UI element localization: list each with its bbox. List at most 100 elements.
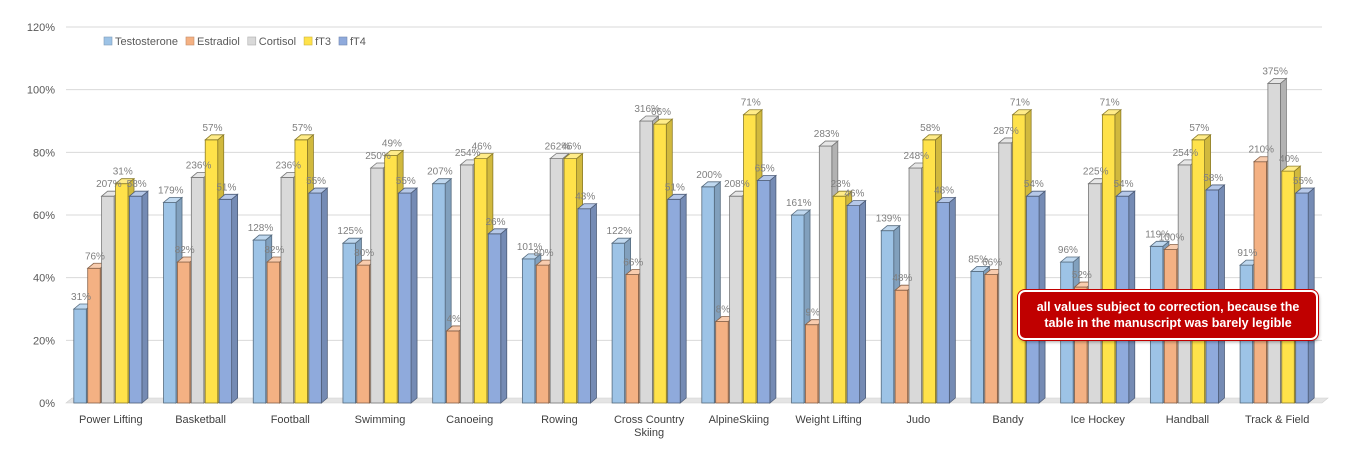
bar-top xyxy=(128,190,150,197)
data-label: 57% xyxy=(1189,123,1209,134)
bar-top xyxy=(162,197,184,203)
legend-swatch xyxy=(103,36,113,46)
bar-front xyxy=(894,289,909,404)
data-label: 139% xyxy=(876,214,902,225)
bar-top xyxy=(218,193,239,200)
data-label: 55% xyxy=(306,176,326,187)
bar-ft4 xyxy=(666,193,688,404)
data-label: 236% xyxy=(186,160,212,171)
bar-front xyxy=(715,321,729,404)
data-label: 43% xyxy=(575,192,595,203)
legend-swatch xyxy=(303,36,313,46)
data-label: 23% xyxy=(830,179,850,190)
data-label: 287% xyxy=(993,126,1019,137)
legend-swatch xyxy=(247,36,257,46)
data-label: 254% xyxy=(455,148,481,159)
bar-front xyxy=(473,158,488,404)
category-label: Power Lifting xyxy=(79,414,143,426)
legend-label: fT4 xyxy=(350,36,366,48)
legend-swatch xyxy=(185,36,195,46)
data-label: 46% xyxy=(472,142,492,153)
bar-top xyxy=(742,109,764,116)
data-label: 207% xyxy=(427,167,453,178)
bar-top xyxy=(1294,187,1316,194)
data-label: 58% xyxy=(1203,173,1223,184)
data-label: 51% xyxy=(216,182,236,193)
data-label: 31% xyxy=(113,167,133,178)
category-label: Weight Lifting xyxy=(795,414,861,426)
bar-front xyxy=(667,198,681,404)
data-label: 80% xyxy=(534,248,554,259)
data-label: 55% xyxy=(1293,176,1313,187)
category-label: Judo xyxy=(906,414,930,426)
data-label: 207% xyxy=(96,179,122,190)
bar-top xyxy=(790,209,812,216)
legend-item: Estradiol xyxy=(185,36,240,48)
bar-front xyxy=(743,114,757,404)
bar-ft4 xyxy=(576,202,598,404)
bar-top xyxy=(397,187,419,194)
legend-item: fT4 xyxy=(338,36,366,48)
legend-label: Cortisol xyxy=(259,36,296,48)
data-label: 119% xyxy=(1145,229,1170,240)
bar-front xyxy=(908,167,922,404)
data-label: 52% xyxy=(1072,270,1092,281)
bar-side xyxy=(679,193,687,404)
bar-ft4 xyxy=(846,199,867,404)
y-tick-label: 60% xyxy=(33,210,55,222)
data-label: 200% xyxy=(696,170,722,181)
data-label: 58% xyxy=(127,179,147,190)
bar-front xyxy=(204,139,219,404)
data-label: 57% xyxy=(202,123,222,134)
bar-ft4 xyxy=(128,190,150,404)
data-label: 46% xyxy=(844,189,864,200)
bar-top xyxy=(252,234,273,241)
bar-front xyxy=(252,239,267,404)
bar-top xyxy=(846,200,867,207)
data-label: 9% xyxy=(805,308,820,319)
category-label: Football xyxy=(271,414,310,426)
bar-top xyxy=(562,153,584,160)
bar-top xyxy=(1204,184,1226,191)
bar-front xyxy=(1177,164,1192,404)
legend-label: Testosterone xyxy=(115,36,178,48)
bar-front xyxy=(73,308,87,404)
data-label: 54% xyxy=(1114,179,1134,190)
bar-ft4 xyxy=(756,174,778,404)
bar-side xyxy=(500,227,508,404)
bar-top xyxy=(969,265,991,272)
data-label: 51% xyxy=(665,182,685,193)
bar-top xyxy=(549,153,570,160)
bar-top xyxy=(1101,109,1122,116)
category-label: Handball xyxy=(1166,414,1209,426)
bar-front xyxy=(832,195,847,404)
bar-top xyxy=(818,140,839,147)
data-label: 66% xyxy=(623,258,643,269)
bar-front xyxy=(190,176,205,404)
bar-top xyxy=(1280,165,1302,172)
bar-front xyxy=(384,155,398,404)
bar-top xyxy=(1115,190,1136,197)
data-label: 26% xyxy=(486,217,506,228)
bar-top xyxy=(700,181,722,188)
data-label: 48% xyxy=(892,273,912,284)
legend: Testosterone Estradiol Cortisol fT3 fT4 xyxy=(103,36,366,48)
bar-front xyxy=(757,180,771,404)
legend-item: Cortisol xyxy=(247,36,296,48)
bar-top xyxy=(341,237,363,244)
bar-top xyxy=(652,118,674,125)
bar-top xyxy=(832,190,853,197)
bar-ft4 xyxy=(487,227,508,404)
category-label: Canoeing xyxy=(446,414,493,426)
bar-top xyxy=(307,187,329,194)
bar-front xyxy=(163,202,177,404)
y-tick-label: 120% xyxy=(27,22,55,34)
category-label: Cross Country xyxy=(614,414,685,426)
bar-top xyxy=(431,178,453,185)
data-label: 4% xyxy=(447,314,462,325)
bar-top xyxy=(204,134,225,141)
bar-top xyxy=(1266,78,1288,84)
bar-top xyxy=(666,193,688,200)
bar-front xyxy=(87,267,101,404)
